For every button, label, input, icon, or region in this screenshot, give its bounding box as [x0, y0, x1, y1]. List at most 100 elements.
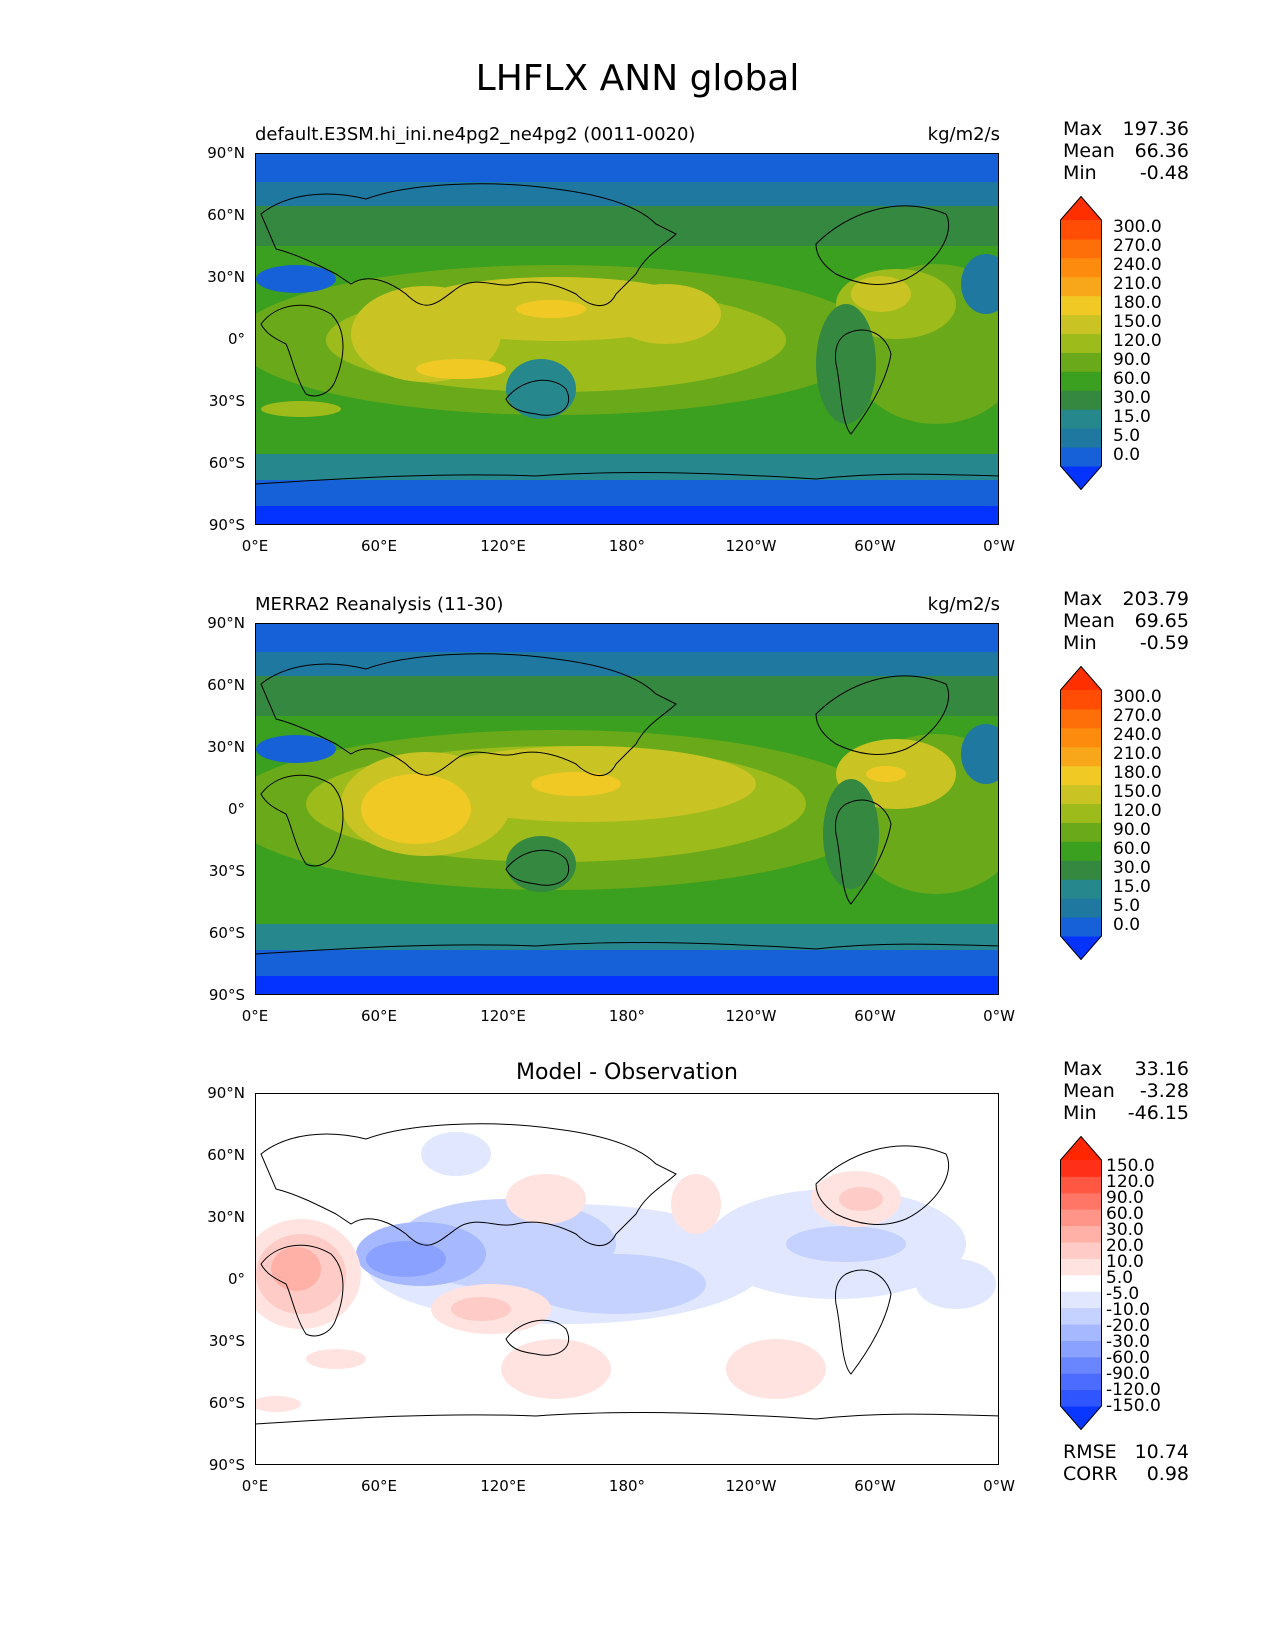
p1-cb-label: 270.0 — [1113, 236, 1162, 256]
colorbar-segment — [1060, 1324, 1102, 1341]
p3-cb-label: 150.0 — [1106, 1156, 1155, 1176]
p1-stat-max: Max 197.36 — [1063, 118, 1189, 140]
colorbar-segment — [1060, 727, 1102, 748]
p1-xlabel-120w: 120°W — [725, 537, 777, 555]
p3-stat-mean: Mean -3.28 — [1063, 1080, 1189, 1102]
p1-cb-label: 60.0 — [1113, 369, 1151, 389]
p3-cb-label: -30.0 — [1106, 1332, 1150, 1352]
p2-stat-min: Min -0.59 — [1063, 632, 1189, 654]
p2-cb-label: 150.0 — [1113, 782, 1162, 802]
colorbar-outline — [1060, 195, 1102, 491]
p2-xlabel-60e: 60°E — [360, 1007, 398, 1025]
p2-ylabel-90n: 90°N — [207, 614, 245, 632]
p3-stat-min: Min -46.15 — [1063, 1102, 1189, 1124]
colorbar-extend-low — [1060, 1406, 1102, 1430]
p1-colorbar — [1060, 195, 1102, 491]
p1-ylabel-60n: 60°N — [207, 206, 245, 224]
p3-cb-label: 20.0 — [1106, 1236, 1144, 1256]
colorbar-segment — [1060, 238, 1102, 259]
panel2-units: kg/m2/s — [927, 594, 1000, 615]
colorbar-extend-low — [1060, 936, 1102, 960]
colorbar-outline — [1060, 665, 1102, 961]
p2-xlabel-0w: 0°W — [983, 1007, 1015, 1025]
p1-cb-label: 120.0 — [1113, 331, 1162, 351]
p3-xlabel-120e: 120°E — [480, 1477, 526, 1495]
colorbar-segment — [1060, 1258, 1102, 1276]
p2-stat-mean: Mean 69.65 — [1063, 610, 1189, 632]
p1-cb-label: 15.0 — [1113, 407, 1151, 427]
p1-xlabel-60e: 60°E — [360, 537, 398, 555]
p3-cb-label: 10.0 — [1106, 1252, 1144, 1272]
colorbar-extend-high — [1060, 196, 1102, 220]
p2-cb-label: 5.0 — [1113, 896, 1141, 916]
p3-cb-label: -120.0 — [1106, 1380, 1161, 1400]
p2-xlabel-0e: 0°E — [241, 1007, 269, 1025]
p1-xlabel-0e: 0°E — [241, 537, 269, 555]
colorbar-segment — [1060, 1242, 1102, 1259]
colorbar-segment — [1060, 390, 1102, 410]
colorbar-segment — [1060, 314, 1102, 335]
p3-metric-rmse: RMSE 10.74 — [1063, 1441, 1189, 1463]
colorbar-segment — [1060, 352, 1102, 372]
colorbar-segment — [1060, 1356, 1102, 1374]
p2-xlabel-120e: 120°E — [480, 1007, 526, 1025]
colorbar-segment — [1060, 428, 1102, 448]
p1-xlabel-0w: 0°W — [983, 537, 1015, 555]
p1-ylabel-30n: 30°N — [207, 268, 245, 286]
colorbar-segment — [1060, 690, 1102, 710]
colorbar-segment — [1060, 1340, 1102, 1358]
p3-ylabel-60n: 60°N — [207, 1146, 245, 1164]
p3-cb-label: 30.0 — [1106, 1220, 1144, 1240]
colorbar-segment — [1060, 1373, 1102, 1391]
colorbar-segment — [1060, 371, 1102, 391]
colorbar-segment — [1060, 746, 1102, 767]
panel2-title: MERRA2 Reanalysis (11-30) — [255, 594, 504, 615]
p3-cb-label: -60.0 — [1106, 1348, 1150, 1368]
p3-xlabel-120w: 120°W — [725, 1477, 777, 1495]
p3-stat-max: Max 33.16 — [1063, 1058, 1189, 1080]
p2-ylabel-0: 0° — [227, 800, 245, 818]
p2-xlabel-180: 180° — [608, 1007, 646, 1025]
colorbar-extend-high — [1060, 1136, 1102, 1160]
p1-cb-label: 240.0 — [1113, 255, 1162, 275]
colorbar-segment — [1060, 784, 1102, 805]
p1-cb-label: 30.0 — [1113, 388, 1151, 408]
colorbar-segment — [1060, 879, 1102, 899]
p2-cb-label: 180.0 — [1113, 763, 1162, 783]
colorbar-extend-low — [1060, 466, 1102, 490]
colorbar-segment — [1060, 257, 1102, 278]
p2-cb-label: 210.0 — [1113, 744, 1162, 764]
colorbar-segment — [1060, 1160, 1102, 1177]
colorbar-segment — [1060, 1192, 1102, 1210]
p2-stat-max: Max 203.79 — [1063, 588, 1189, 610]
colorbar-segment — [1060, 1389, 1102, 1407]
p1-ylabel-60s: 60°S — [208, 454, 245, 472]
p1-cb-label: 0.0 — [1113, 445, 1141, 465]
colorbar-segment — [1060, 1225, 1102, 1243]
p3-cb-label: -20.0 — [1106, 1316, 1150, 1336]
p1-cb-label: 210.0 — [1113, 274, 1162, 294]
p1-xlabel-120e: 120°E — [480, 537, 526, 555]
p3-colorbar — [1060, 1135, 1102, 1431]
colorbar-segment — [1060, 1307, 1102, 1325]
p2-ylabel-60n: 60°N — [207, 676, 245, 694]
p1-xlabel-60w: 60°W — [854, 537, 896, 555]
colorbar-segment — [1060, 447, 1102, 467]
colorbar-extend-high — [1060, 666, 1102, 690]
p1-ylabel-30s: 30°S — [208, 392, 245, 410]
colorbar-segment — [1060, 803, 1102, 823]
p3-xlabel-60w: 60°W — [854, 1477, 896, 1495]
p1-cb-label: 90.0 — [1113, 350, 1151, 370]
p1-cb-label: 150.0 — [1113, 312, 1162, 332]
colorbar-segment — [1060, 1291, 1102, 1309]
p3-xlabel-180: 180° — [608, 1477, 646, 1495]
p1-cb-label: 180.0 — [1113, 293, 1162, 313]
p2-cb-label: 0.0 — [1113, 915, 1141, 935]
panel1-title: default.E3SM.hi_ini.ne4pg2_ne4pg2 (0011-… — [255, 124, 696, 145]
colorbar-segment — [1060, 333, 1102, 353]
p2-cb-label: 300.0 — [1113, 687, 1162, 707]
p2-cb-label: 30.0 — [1113, 858, 1151, 878]
p1-stat-min: Min -0.48 — [1063, 162, 1189, 184]
p3-ylabel-30s: 30°S — [208, 1332, 245, 1350]
figure-title: LHFLX ANN global — [475, 58, 800, 99]
